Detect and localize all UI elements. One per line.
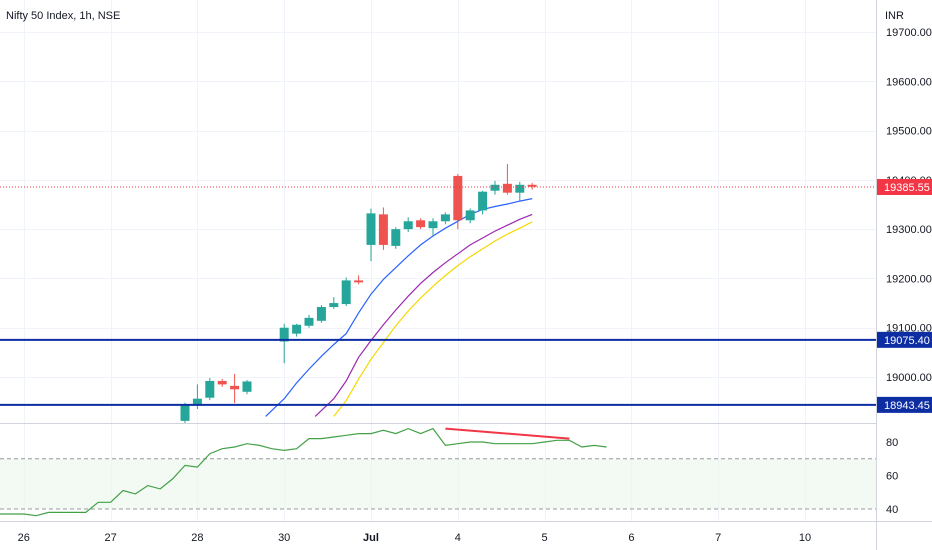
time-tick-label: 10 [799, 532, 811, 544]
price-tick-label: 19700.00 [886, 27, 932, 39]
candles [180, 164, 537, 423]
rsi-indicator [0, 427, 607, 517]
candle-body [428, 221, 438, 229]
candle-body [515, 184, 525, 193]
candle-body [453, 175, 463, 221]
candle [515, 181, 525, 201]
candle [378, 207, 388, 250]
grid-lines [0, 0, 876, 521]
candle [391, 227, 401, 249]
price-tick-label: 19600.00 [886, 76, 932, 88]
candle-body [416, 220, 426, 228]
rsi-axis[interactable]: 80 60 40 [886, 437, 898, 516]
candle-body [378, 214, 388, 245]
candle [428, 218, 438, 237]
candle-body [391, 229, 401, 246]
time-axis[interactable]: 26 27 28 30 Jul 4 5 6 7 10 [18, 532, 811, 544]
time-tick-label: 5 [542, 532, 548, 544]
candle [292, 323, 302, 337]
level-tag-bg [877, 396, 932, 413]
price-tick-label: 19200.00 [886, 273, 932, 285]
candle-body [242, 381, 252, 392]
time-tick-label: 6 [628, 532, 634, 544]
price-tags: 19075.40 18943.45 19385.55 [877, 178, 932, 413]
rsi-tick-label: 40 [886, 504, 898, 516]
price-tick-label: 19000.00 [886, 372, 932, 384]
price-tick-label: 19300.00 [886, 224, 932, 236]
rsi-line [0, 427, 607, 517]
time-tick-label: 30 [278, 532, 290, 544]
rsi-divergence-line [445, 427, 570, 440]
candle-body [192, 398, 202, 406]
level-tag-bg [877, 331, 932, 348]
candle-body [354, 280, 364, 283]
candle-body [341, 280, 351, 305]
candle-body [292, 324, 302, 334]
candle [205, 377, 215, 401]
level-tag-label: 19075.40 [884, 335, 930, 347]
rsi-tick-label: 80 [886, 437, 898, 449]
candle [354, 275, 364, 285]
candle-body [329, 303, 339, 308]
price-tick-label: 19500.00 [886, 126, 932, 138]
candle [502, 164, 512, 195]
candle-body [205, 380, 215, 398]
rsi-band-fill [0, 458, 876, 509]
candle [304, 314, 314, 328]
rsi-band [0, 458, 876, 510]
candle [440, 212, 450, 225]
price-axis[interactable]: 19700.0019600.0019500.0019400.0019300.00… [886, 27, 932, 384]
currency-label: INR [885, 10, 904, 22]
time-tick-label: 28 [191, 532, 203, 544]
level-tag-label: 18943.45 [884, 400, 930, 412]
candle-body [366, 213, 376, 245]
candle [316, 305, 326, 323]
moving-averages [265, 198, 533, 417]
moving-average-line [333, 221, 533, 417]
candle [242, 379, 252, 395]
candle-body [230, 385, 240, 390]
candle-body [403, 221, 413, 230]
candle-body [478, 191, 488, 211]
candle-body [440, 214, 450, 222]
candle [490, 180, 500, 195]
candle [180, 402, 190, 423]
candle-body [304, 317, 314, 326]
candle [217, 378, 227, 387]
candle [366, 208, 376, 262]
price-tick-label: 19100.00 [886, 323, 932, 335]
candle [478, 190, 488, 215]
time-tick-label: 7 [715, 532, 721, 544]
time-tick-label: Jul [363, 532, 379, 544]
moving-average-line [265, 198, 533, 417]
time-tick-label: 26 [18, 532, 30, 544]
horizontal-levels[interactable] [0, 338, 876, 406]
candle [230, 374, 240, 404]
moving-average-line [314, 213, 533, 417]
time-tick-label: 27 [104, 532, 116, 544]
candle-body [527, 184, 537, 187]
candle [527, 182, 537, 190]
candle [416, 218, 426, 230]
last-price-tag-bg [877, 178, 932, 195]
candle [403, 217, 413, 233]
candle [465, 208, 475, 224]
rsi-tick-label: 60 [886, 471, 898, 483]
last-price-tag-label: 19385.55 [884, 182, 930, 194]
candle-body [316, 307, 326, 321]
candle-body [180, 405, 190, 421]
candle-body [279, 327, 289, 342]
chart-title: Nifty 50 Index, 1h, NSE [6, 10, 120, 22]
candle [329, 297, 339, 309]
candle-body [465, 210, 475, 221]
candle [341, 277, 351, 307]
time-tick-label: 4 [455, 532, 461, 544]
candle-body [490, 184, 500, 191]
candle [453, 173, 463, 230]
candle [279, 323, 289, 364]
candle-body [502, 183, 512, 193]
candle-body [217, 380, 227, 385]
